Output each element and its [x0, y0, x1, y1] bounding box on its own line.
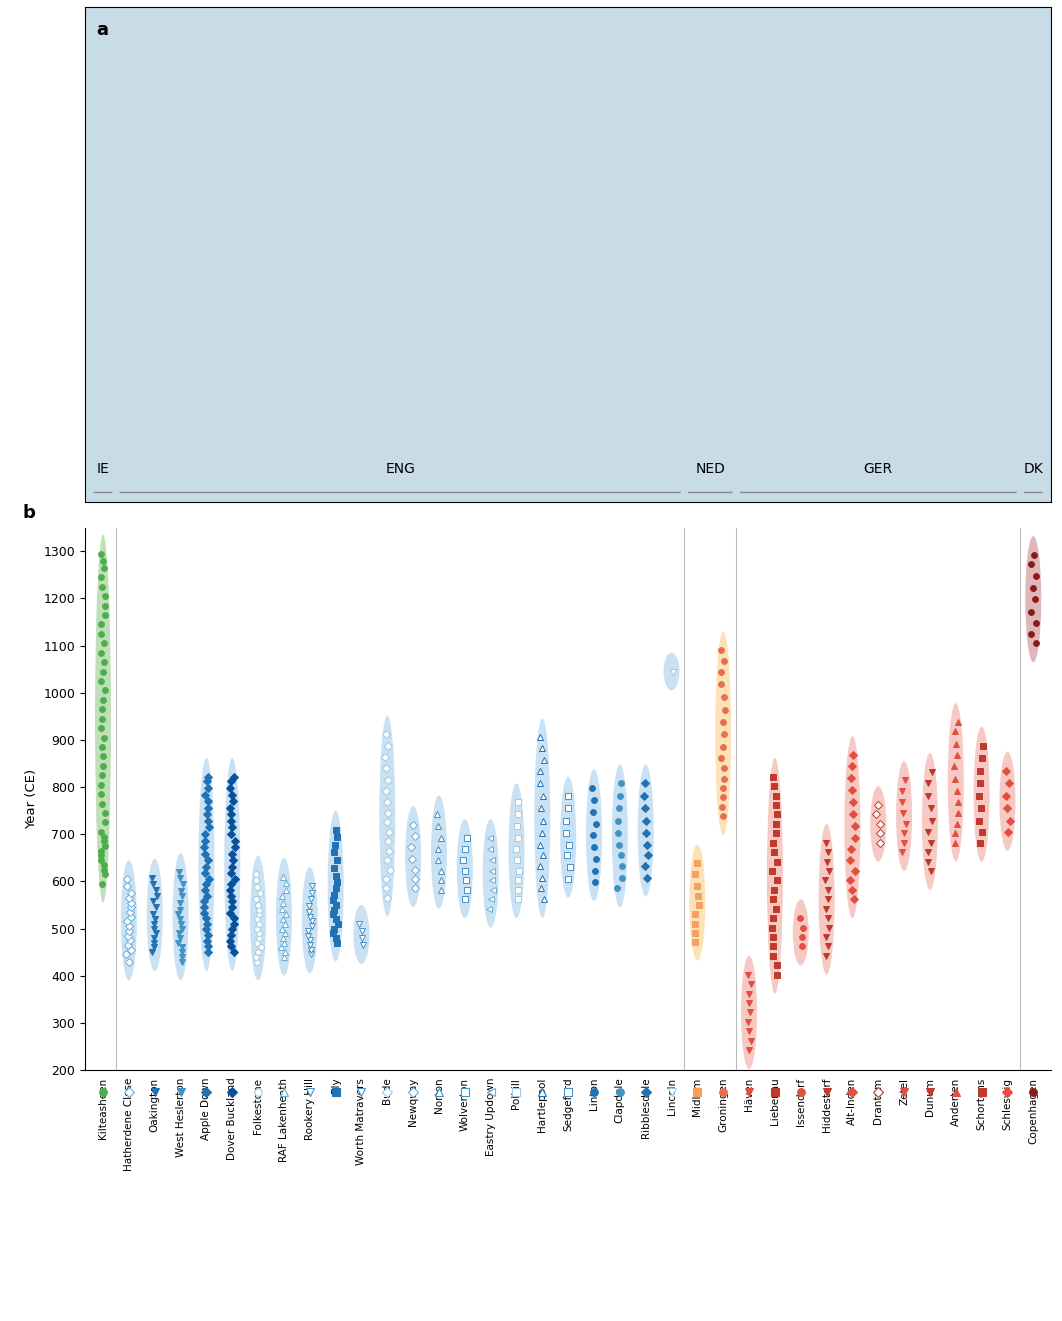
Ellipse shape	[199, 758, 215, 971]
Text: GER: GER	[863, 462, 893, 476]
Ellipse shape	[509, 783, 525, 918]
Text: b: b	[22, 505, 35, 522]
Ellipse shape	[896, 761, 912, 871]
Text: DK: DK	[1024, 462, 1043, 476]
Ellipse shape	[224, 758, 240, 971]
Text: a: a	[97, 21, 108, 40]
Text: ENG: ENG	[386, 462, 415, 476]
Ellipse shape	[172, 853, 189, 980]
Ellipse shape	[819, 824, 835, 975]
Ellipse shape	[664, 653, 680, 691]
Ellipse shape	[457, 819, 473, 918]
Ellipse shape	[560, 777, 577, 898]
Ellipse shape	[534, 719, 550, 918]
Ellipse shape	[95, 535, 112, 902]
Ellipse shape	[354, 905, 370, 964]
Ellipse shape	[922, 753, 938, 890]
Ellipse shape	[767, 758, 783, 993]
Ellipse shape	[792, 900, 809, 966]
Ellipse shape	[586, 769, 602, 901]
Ellipse shape	[431, 795, 447, 909]
Ellipse shape	[637, 765, 654, 897]
Ellipse shape	[612, 765, 628, 908]
Ellipse shape	[147, 859, 162, 971]
Ellipse shape	[1025, 536, 1042, 662]
Ellipse shape	[947, 703, 964, 861]
Ellipse shape	[974, 727, 990, 861]
Ellipse shape	[844, 736, 860, 918]
Ellipse shape	[405, 806, 422, 908]
Text: NED: NED	[696, 462, 725, 476]
Ellipse shape	[250, 856, 267, 980]
Y-axis label: Year (CE): Year (CE)	[24, 769, 38, 828]
Ellipse shape	[870, 786, 887, 861]
Ellipse shape	[689, 844, 705, 960]
Ellipse shape	[276, 857, 292, 976]
Ellipse shape	[715, 631, 732, 835]
Ellipse shape	[379, 716, 395, 917]
Ellipse shape	[999, 752, 1015, 851]
Ellipse shape	[302, 867, 318, 974]
Text: IE: IE	[97, 462, 109, 476]
Ellipse shape	[741, 956, 757, 1069]
Ellipse shape	[327, 811, 344, 962]
Ellipse shape	[121, 860, 137, 980]
Ellipse shape	[482, 819, 499, 927]
